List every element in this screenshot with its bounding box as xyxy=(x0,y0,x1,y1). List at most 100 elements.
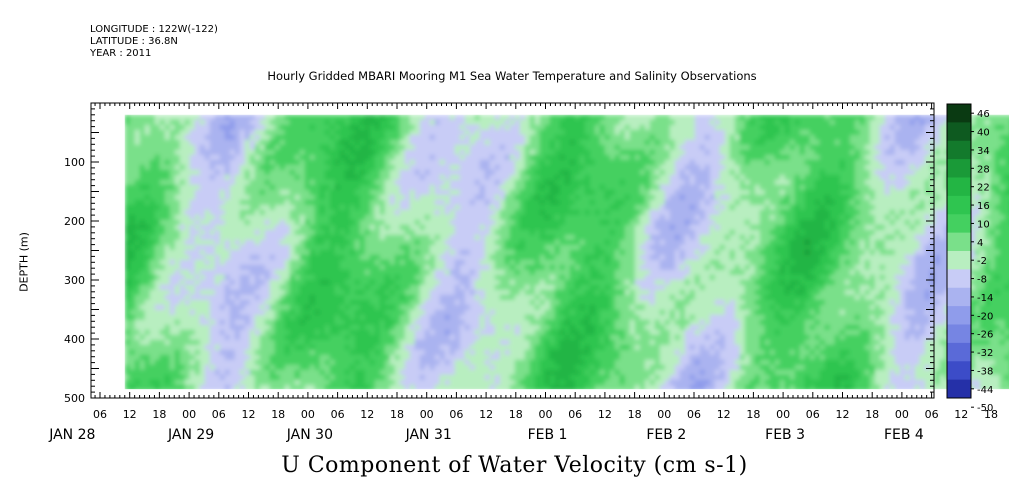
heatmap-cell xyxy=(524,179,531,186)
heatmap-cell xyxy=(569,224,576,231)
heatmap-cell xyxy=(344,129,351,136)
heatmap-cell xyxy=(434,214,441,221)
heatmap-cell xyxy=(154,229,161,236)
heatmap-cell xyxy=(164,229,171,236)
heatmap-cell xyxy=(154,174,161,181)
heatmap-cell xyxy=(239,354,246,361)
heatmap-cell xyxy=(479,364,486,371)
heatmap-cell xyxy=(224,159,231,166)
heatmap-cell xyxy=(549,279,556,286)
heatmap-cell xyxy=(354,254,361,261)
heatmap-cell xyxy=(174,334,181,341)
heatmap-cell xyxy=(329,179,336,186)
heatmap-cell xyxy=(144,209,151,216)
heatmap-cell xyxy=(419,174,426,181)
heatmap-cell xyxy=(199,354,206,361)
heatmap-cell xyxy=(419,264,426,271)
heatmap-cell xyxy=(459,324,466,331)
heatmap-cell xyxy=(484,274,491,281)
heatmap-cell xyxy=(489,279,496,286)
heatmap-cell xyxy=(529,374,536,381)
heatmap-cell xyxy=(329,199,336,206)
heatmap-cell xyxy=(449,149,456,156)
heatmap-cell xyxy=(354,239,361,246)
heatmap-cell xyxy=(194,179,201,186)
heatmap-cell xyxy=(244,164,251,171)
heatmap-cell xyxy=(504,209,511,216)
heatmap-cell xyxy=(299,209,306,216)
latitude-line: LATITUDE : 36.8N xyxy=(90,36,178,47)
heatmap-cell xyxy=(564,374,571,381)
heatmap-cell xyxy=(384,354,391,361)
heatmap-cell xyxy=(559,214,566,221)
heatmap-cell xyxy=(334,354,341,361)
heatmap-cell xyxy=(469,184,476,191)
heatmap-cell xyxy=(504,314,511,321)
heatmap-cell xyxy=(244,199,251,206)
heatmap-cell xyxy=(534,319,541,326)
heatmap-cell xyxy=(229,144,236,151)
heatmap-cell xyxy=(379,294,386,301)
heatmap-cell xyxy=(539,199,546,206)
heatmap-cell xyxy=(179,149,186,156)
heatmap-cell xyxy=(284,374,291,381)
heatmap-cell xyxy=(404,374,411,381)
heatmap-cell xyxy=(184,189,191,196)
heatmap-cell xyxy=(399,244,406,251)
heatmap-cell xyxy=(194,154,201,161)
heatmap-cell xyxy=(369,314,376,321)
heatmap-cell xyxy=(374,344,381,351)
heatmap-cell xyxy=(184,269,191,276)
heatmap-cell xyxy=(359,234,366,241)
heatmap-cell xyxy=(159,269,166,276)
heatmap-cell xyxy=(299,149,306,156)
heatmap-cell xyxy=(559,334,566,341)
heatmap-cell xyxy=(299,154,306,161)
heatmap-cell xyxy=(289,179,296,186)
heatmap-cell xyxy=(149,189,156,196)
heatmap-cell xyxy=(189,289,196,296)
heatmap-cell xyxy=(334,339,341,346)
heatmap-cell xyxy=(519,139,526,146)
heatmap-cell xyxy=(219,269,226,276)
heatmap-cell xyxy=(479,154,486,161)
heatmap-cell xyxy=(309,114,316,121)
heatmap-cell xyxy=(189,144,196,151)
heatmap-cell xyxy=(384,154,391,161)
heatmap-cell xyxy=(554,264,561,271)
heatmap-cell xyxy=(149,364,156,371)
heatmap-cell xyxy=(184,314,191,321)
heatmap-cell xyxy=(334,264,341,271)
heatmap-cell xyxy=(469,309,476,316)
heatmap-cell xyxy=(344,179,351,186)
heatmap-cell xyxy=(374,369,381,376)
heatmap-cell xyxy=(144,149,151,156)
heatmap-cell xyxy=(209,194,216,201)
heatmap-cell xyxy=(139,149,146,156)
heatmap-cell xyxy=(329,234,336,241)
heatmap-cell xyxy=(134,214,141,221)
heatmap-cell xyxy=(259,169,266,176)
heatmap-cell xyxy=(484,159,491,166)
heatmap-cell xyxy=(124,309,131,316)
heatmap-cell xyxy=(299,174,306,181)
heatmap-cell xyxy=(419,319,426,326)
heatmap-cell xyxy=(354,224,361,231)
heatmap-cell xyxy=(339,304,346,311)
heatmap-cell xyxy=(384,189,391,196)
heatmap-cell xyxy=(334,274,341,281)
heatmap-cell xyxy=(194,279,201,286)
heatmap-cell xyxy=(144,274,151,281)
heatmap-cell xyxy=(374,309,381,316)
heatmap-cell xyxy=(349,344,356,351)
heatmap-cell xyxy=(309,199,316,206)
heatmap-cell xyxy=(354,289,361,296)
heatmap-cell xyxy=(434,219,441,226)
heatmap-cell xyxy=(179,229,186,236)
heatmap-cell xyxy=(274,339,281,346)
heatmap-cell xyxy=(449,309,456,316)
heatmap-cell xyxy=(404,299,411,306)
heatmap-cell xyxy=(479,384,486,390)
heatmap-cell xyxy=(164,254,171,261)
heatmap-cell xyxy=(279,359,286,366)
